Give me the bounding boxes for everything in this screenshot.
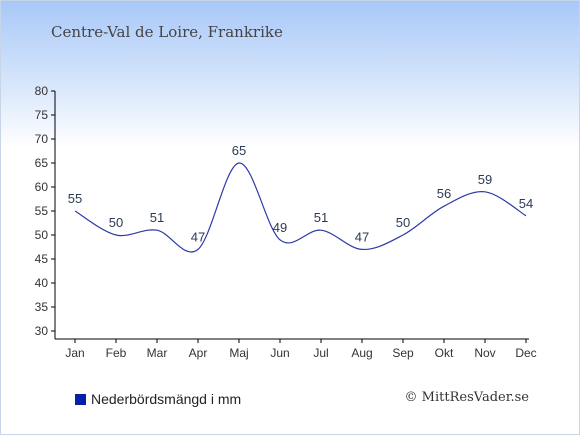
- y-tick-label: 55: [35, 204, 49, 218]
- x-tick-label: Aug: [351, 346, 372, 360]
- y-tick-label: 35: [35, 300, 49, 314]
- y-tick-label: 30: [35, 324, 49, 338]
- y-tick-label: 45: [35, 252, 49, 266]
- y-tick-label: 70: [35, 132, 49, 146]
- chart-title: Centre-Val de Loire, Frankrike: [51, 23, 283, 41]
- x-axis: Jan Feb Mar Apr Maj Jun Jul Aug Sep Okt Nov Dec: [55, 338, 537, 360]
- y-tick-label: 60: [35, 180, 49, 194]
- data-label: 65: [232, 143, 246, 158]
- x-tick-label: Maj: [229, 346, 248, 360]
- data-label: 54: [519, 196, 533, 211]
- legend-swatch: [75, 393, 86, 405]
- credit-text: © MittResVader.se: [404, 390, 529, 405]
- data-label: 50: [396, 215, 410, 230]
- y-tick-label: 65: [35, 156, 49, 170]
- x-ticks: Jan Feb Mar Apr Maj Jun Jul Aug Sep Okt Nov Dec: [65, 339, 537, 360]
- y-tick-label: 80: [35, 84, 49, 98]
- y-tick-label: 75: [35, 108, 49, 122]
- x-tick-label: Feb: [106, 346, 127, 360]
- data-label: 56: [437, 186, 451, 201]
- data-label: 51: [314, 210, 328, 225]
- x-tick-label: Jul: [313, 346, 328, 360]
- y-tick-label: 50: [35, 228, 49, 242]
- data-label: 47: [191, 229, 205, 244]
- data-labels: 55 50 51 47 65 49 51 47 50 56 59 54: [68, 143, 533, 244]
- y-ticks: 30 35 40 45 50 55 60 65 70 75 80: [35, 84, 55, 338]
- legend-label: Nederbördsmängd i mm: [91, 391, 242, 407]
- data-label: 51: [150, 210, 164, 225]
- x-tick-label: Apr: [189, 346, 208, 360]
- x-tick-label: Dec: [515, 346, 536, 360]
- x-tick-label: Nov: [474, 346, 495, 360]
- x-tick-label: Jun: [270, 346, 289, 360]
- data-label: 59: [478, 172, 492, 187]
- data-label: 55: [68, 191, 82, 206]
- data-label: 50: [109, 215, 123, 230]
- x-tick-label: Okt: [435, 346, 454, 360]
- x-tick-label: Jan: [65, 346, 84, 360]
- y-tick-label: 40: [35, 276, 49, 290]
- legend: Nederbördsmängd i mm: [75, 391, 241, 407]
- series-line-precipitation: [74, 162, 527, 253]
- data-label: 49: [273, 220, 287, 235]
- x-tick-label: Sep: [392, 346, 414, 360]
- data-label: 47: [355, 229, 369, 244]
- x-tick-label: Mar: [147, 346, 168, 360]
- y-axis: 30 35 40 45 50 55 60 65 70 75 80: [35, 84, 56, 339]
